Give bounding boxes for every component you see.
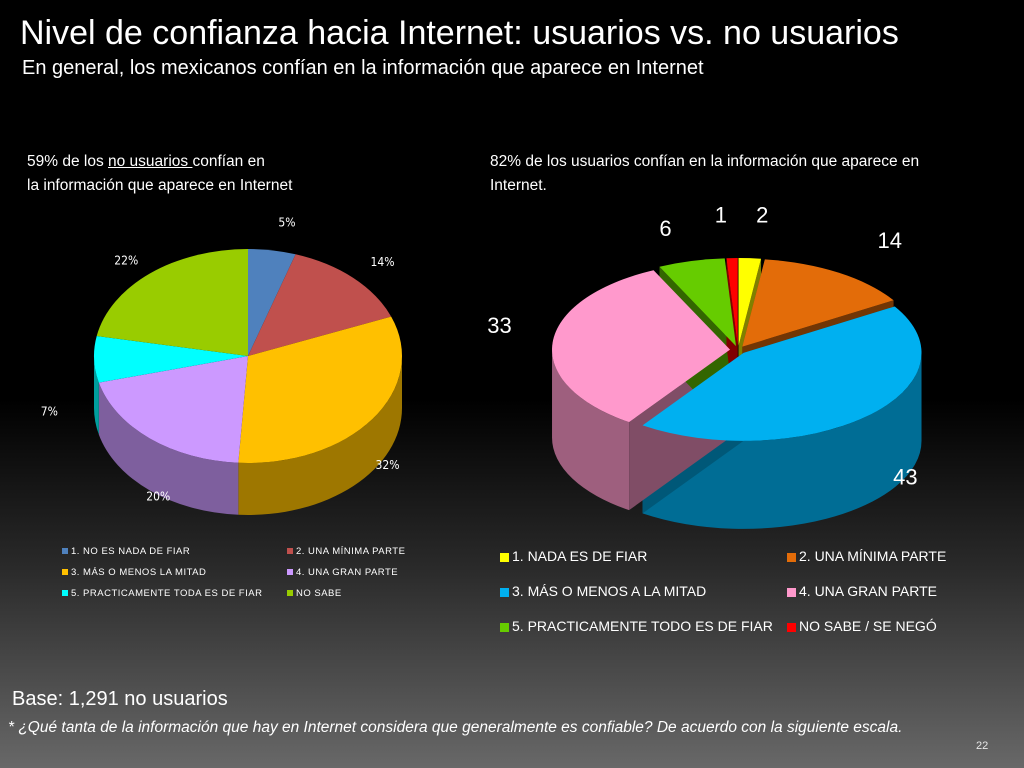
legend-label-1-5: NO SABE / SE NEGÓ: [799, 618, 937, 634]
legend-swatch-0-1: [287, 548, 293, 555]
legend-swatch-1-3: [787, 587, 796, 597]
legend-swatch-1-0: [500, 552, 509, 562]
legend-swatch-0-0: [62, 548, 68, 555]
legend-item-0-1: 2. UNA MÍNIMA PARTE: [287, 546, 405, 557]
pie-slice-0-5: [96, 248, 249, 356]
legend-item-0-4: 5. PRACTICAMENTE TODA ES DE FIAR: [62, 588, 262, 599]
page-number: 22: [976, 740, 989, 752]
pie-side-1-3: [552, 349, 630, 511]
pie-side-1-2: [642, 352, 922, 529]
slide-subtitle: En general, los mexicanos confían en la …: [22, 57, 704, 79]
pie-slice-1-0: [738, 258, 762, 347]
pie-labels-0: 5% 14% 32% 20% 7% 22%: [41, 216, 400, 504]
legend-swatch-1-2: [500, 587, 509, 597]
legend-item-1-3: 4. UNA GRAN PARTE: [787, 583, 937, 599]
legend-swatch-0-4: [62, 590, 68, 597]
pie-side-0-4: [94, 356, 99, 435]
legend-label-0-5: NO SABE: [296, 588, 342, 599]
pie-slice-0-2: [238, 316, 402, 463]
pie-label-0-0: 5%: [278, 216, 295, 230]
legend-item-1-4: 5. PRACTICAMENTE TODO ES DE FIAR: [500, 618, 773, 634]
legend-swatch-1-1: [787, 552, 796, 562]
desc-suffix: confían en: [192, 153, 265, 170]
pie-side-0-2: [238, 356, 402, 515]
pie-label-0-4: 7%: [41, 405, 58, 419]
pie-tops-0: [93, 248, 402, 463]
desc-line2: la información que aparece en Internet: [27, 177, 293, 194]
legend-item-0-5: NO SABE: [287, 588, 342, 599]
legend-item-1-1: 2. UNA MÍNIMA PARTE: [787, 548, 946, 564]
pie-chart-0: 5% 14% 32% 20% 7% 22%: [41, 216, 402, 515]
pie-slice-0-1: [248, 254, 392, 356]
pie-sides-0: [94, 356, 402, 515]
pie-chart-1: 2 14 43 33 6 1: [487, 203, 922, 529]
base-note: Base: 1,291 no usuarios: [12, 688, 228, 710]
legend-label-0-1: 2. UNA MÍNIMA PARTE: [296, 546, 406, 557]
pie-label-1-1: 14: [877, 228, 901, 253]
pie-tops-1: [552, 258, 922, 441]
pie-label-0-1: 14%: [371, 255, 395, 269]
desc-prefix: 59% de los: [27, 153, 108, 170]
legend-item-0-2: 3. MÁS O MENOS LA MITAD: [62, 567, 206, 578]
pie-label-1-0: 2: [756, 203, 768, 228]
right-chart-description: 82% de los usuarios confían en la inform…: [490, 153, 920, 194]
legend-swatch-1-5: [787, 622, 796, 632]
pie-side-0-3: [98, 382, 239, 515]
legend-label-0-2: 3. MÁS O MENOS LA MITAD: [71, 567, 207, 578]
slide-title: Nivel de confianza hacia Internet: usuar…: [20, 14, 899, 52]
pie-label-1-3: 33: [487, 313, 511, 338]
pie-slice-1-5: [726, 258, 738, 347]
pie-slice-1-1: [742, 259, 894, 347]
pie-label-1-5: 1: [715, 203, 727, 228]
pie-slice-0-4: [93, 335, 248, 383]
question-footnote: * ¿Qué tanta de la información que hay e…: [8, 719, 903, 736]
pie-label-0-5: 22%: [114, 254, 138, 268]
legend-label-1-2: 3. MÁS O MENOS A LA MITAD: [512, 583, 707, 599]
left-chart-description: 59% de los no usuarios confían en la inf…: [27, 150, 447, 198]
pie-label-0-3: 20%: [146, 489, 170, 503]
legend-swatch-0-3: [287, 569, 293, 576]
legend-swatch-0-5: [287, 590, 293, 597]
legend-swatch-0-2: [62, 569, 68, 576]
legend-item-0-3: 4. UNA GRAN PARTE: [287, 567, 398, 578]
legend-label-1-3: 4. UNA GRAN PARTE: [799, 583, 937, 599]
pie-slice-1-2: [642, 306, 922, 441]
legend-item-1-5: NO SABE / SE NEGÓ: [787, 618, 937, 634]
legend-label-1-0: 1. NADA ES DE FIAR: [512, 548, 648, 564]
legend-label-0-4: 5. PRACTICAMENTE TODA ES DE FIAR: [71, 588, 263, 599]
legend-label-1-1: 2. UNA MÍNIMA PARTE: [799, 548, 947, 564]
legend-item-0-0: 1. NO ES NADA DE FIAR: [62, 546, 190, 557]
legend-label-1-4: 5. PRACTICAMENTE TODO ES DE FIAR: [512, 618, 773, 634]
legend-label-0-0: 1. NO ES NADA DE FIAR: [71, 546, 191, 557]
pie-slice-0-0: [248, 249, 296, 356]
pie-slice-0-3: [98, 356, 248, 463]
desc-underlined: no usuarios: [108, 153, 193, 170]
pie-label-1-4: 6: [659, 216, 671, 241]
legend-swatch-1-4: [500, 622, 509, 632]
pie-slice-1-4: [659, 258, 736, 347]
pie-labels-1: 2 14 43 33 6 1: [487, 203, 917, 490]
legend-item-1-0: 1. NADA ES DE FIAR: [500, 548, 647, 564]
legend-item-1-2: 3. MÁS O MENOS A LA MITAD: [500, 583, 706, 599]
pie-label-0-2: 32%: [376, 458, 400, 472]
pie-slice-1-3: [552, 270, 731, 423]
legend-label-0-3: 4. UNA GRAN PARTE: [296, 567, 399, 578]
pie-label-1-2: 43: [893, 464, 917, 489]
